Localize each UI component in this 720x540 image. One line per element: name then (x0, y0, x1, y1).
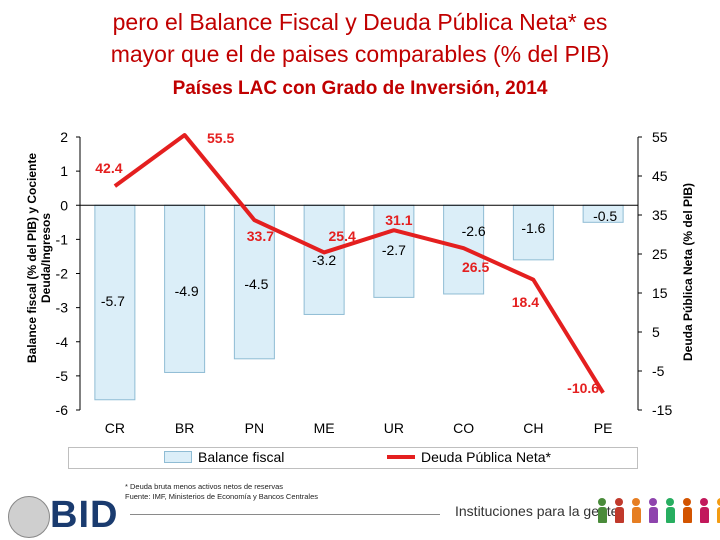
category-label-PE: PE (594, 420, 613, 436)
legend-label-debt: Deuda Pública Neta* (421, 449, 551, 465)
line-value-label-CR: 42.4 (95, 160, 122, 176)
bar-BR (164, 204, 206, 373)
combo-chart: 2 1 0 -1 -2 -3 -4 -5 -6 55 45 35 25 15 5 -5 -15 CR BR PN ME U… (25, 129, 695, 436)
legend-swatch-line (387, 455, 415, 459)
tick-label-right: 45 (652, 168, 668, 184)
person-icon (714, 498, 720, 523)
legend-item-debt: Deuda Pública Neta* (387, 449, 551, 465)
person-body (631, 507, 641, 523)
tick-label-left: -1 (56, 231, 69, 247)
category-label-CR: CR (105, 420, 125, 436)
person-body (614, 507, 624, 523)
line-value-label-PE: -10.6 (567, 380, 599, 396)
bar-value-label-ME: -3.2 (312, 252, 336, 268)
y-axis-title-left-line1: Balance fiscal (% del PIB) y Cociente (25, 153, 39, 363)
footnote-definition: * Deuda bruta menos activos netos de res… (125, 482, 284, 491)
tick-label-left: -4 (56, 334, 69, 350)
person-body (665, 507, 675, 523)
category-label-BR: BR (175, 420, 194, 436)
person-body (597, 507, 607, 523)
tick-label-right: 55 (652, 129, 668, 145)
person-body (716, 507, 720, 523)
bid-logo-text: BID (50, 494, 119, 536)
legend-swatch-bar (164, 451, 192, 463)
category-label-PN: PN (245, 420, 264, 436)
line-value-label-CH: 18.4 (512, 294, 539, 310)
category-label-ME: ME (314, 420, 335, 436)
legend-item-balance: Balance fiscal (164, 449, 284, 465)
tick-label-right: 5 (652, 324, 660, 340)
line-value-label-UR: 31.1 (385, 212, 412, 228)
title-line-1: pero el Balance Fiscal y Deuda Pública N… (112, 9, 608, 35)
person-head (700, 498, 708, 506)
person-body (648, 507, 658, 523)
y-axis-title-right: Deuda Pública Neta (% del PIB) (681, 183, 695, 361)
category-label-CO: CO (453, 420, 474, 436)
person-icon (629, 498, 643, 523)
bar-value-label-CO: -2.6 (462, 223, 486, 239)
tick-label-left: -6 (56, 402, 69, 418)
footer-divider (130, 514, 440, 515)
tick-label-right: -5 (652, 363, 665, 379)
line-value-label-CO: 26.5 (462, 259, 489, 275)
y-axis-title-left-line2: Deuda/Ingresos (39, 213, 53, 303)
line-value-label-ME: 25.4 (329, 228, 356, 244)
person-icon (595, 498, 609, 523)
tick-label-left: -5 (56, 368, 69, 384)
person-head (615, 498, 623, 506)
line-value-label-PN: 33.7 (247, 228, 274, 244)
chart-subtitle: Países LAC con Grado de Inversión, 2014 (172, 78, 548, 99)
person-icon (663, 498, 677, 523)
bid-seal-logo (8, 496, 50, 538)
tick-label-left: -3 (56, 300, 69, 316)
footnote-source: Fuente: IMF, Ministerios de Economía y B… (125, 492, 319, 501)
tagline: Instituciones para la gente (455, 503, 619, 519)
person-head (632, 498, 640, 506)
person-icon (612, 498, 626, 523)
line-deuda-publica-neta (113, 133, 605, 394)
bar-value-label-PN: -4.5 (244, 276, 268, 292)
person-head (666, 498, 674, 506)
tick-label-left: 1 (60, 163, 68, 179)
person-head (717, 498, 720, 506)
person-icon (680, 498, 694, 523)
title-line-2: mayor que el de paises comparables (% de… (110, 41, 610, 67)
tick-label-left: -2 (56, 266, 69, 282)
bar-CH (512, 204, 554, 261)
bar-value-label-UR: -2.7 (382, 242, 406, 258)
category-label-UR: UR (384, 420, 404, 436)
legend-label-balance: Balance fiscal (198, 449, 285, 465)
bar-value-label-PE: -0.5 (593, 208, 617, 224)
person-head (683, 498, 691, 506)
tick-label-right: 15 (652, 285, 668, 301)
person-head (649, 498, 657, 506)
tick-label-right: 35 (652, 207, 668, 223)
chart-legend: Balance fiscal Deuda Pública Neta* (68, 447, 638, 469)
person-head (598, 498, 606, 506)
category-label-CH: CH (523, 420, 543, 436)
person-body (699, 507, 709, 523)
tick-label-left: 0 (60, 197, 68, 213)
bar-value-label-CR: -5.7 (101, 293, 125, 309)
tick-label-right: 25 (652, 246, 668, 262)
y-axis-title-left: Balance fiscal (% del PIB) y CocienteDeu… (25, 153, 53, 363)
person-icon (697, 498, 711, 523)
person-icon (646, 498, 660, 523)
bar-CR (94, 204, 136, 401)
bar-value-label-BR: -4.9 (175, 283, 199, 299)
tick-label-right: -15 (652, 402, 672, 418)
line-value-label-BR: 55.5 (207, 130, 234, 146)
tick-label-left: 2 (60, 129, 68, 145)
person-body (682, 507, 692, 523)
people-icons (595, 498, 720, 523)
bar-value-label-CH: -1.6 (521, 220, 545, 236)
